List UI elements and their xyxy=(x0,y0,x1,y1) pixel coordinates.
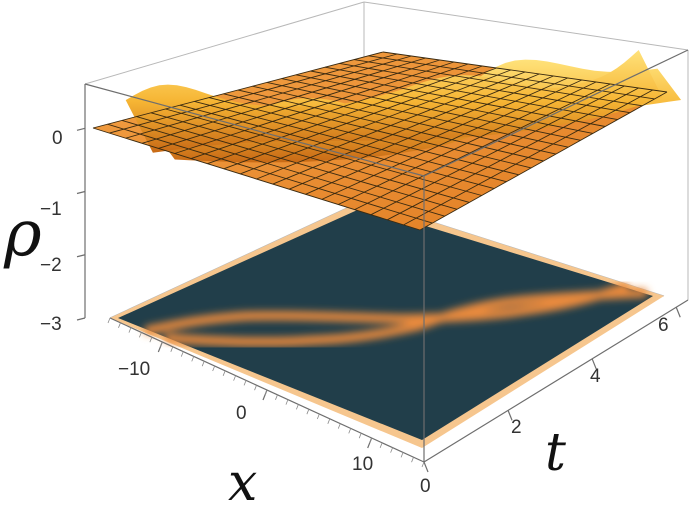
density-trace xyxy=(143,282,629,335)
x-minor-tick xyxy=(306,409,310,415)
x-minor-tick xyxy=(118,322,121,328)
x-minor-tick xyxy=(128,327,132,333)
t-tick-0: 0 xyxy=(420,476,431,497)
x-minor-tick xyxy=(337,423,341,429)
x-minor-tick xyxy=(107,317,111,324)
mesh-line-x xyxy=(403,89,654,226)
t-axis-label: t xyxy=(545,423,566,483)
x-minor-tick xyxy=(159,341,163,348)
mesh-line-t xyxy=(252,85,556,155)
mesh-line-t xyxy=(266,81,569,148)
x-tick-labels: −10 0 10 xyxy=(118,359,373,475)
rho-tick-mark xyxy=(76,190,86,195)
rho-tick-mark xyxy=(76,317,86,321)
mesh-line-x xyxy=(419,91,668,231)
x-minor-tick xyxy=(327,418,331,424)
rho-tick-minus1: −1 xyxy=(40,199,62,220)
mesh-line-t xyxy=(353,59,643,107)
t-tick-labels: 0 2 4 6 xyxy=(420,315,669,497)
rho-tick-mark xyxy=(76,127,86,131)
x-minor-tick xyxy=(369,437,373,444)
t-tick-mark xyxy=(591,358,597,370)
x-minor-tick xyxy=(149,337,153,343)
x-minor-tick xyxy=(285,399,289,405)
x-axis-label: x xyxy=(228,453,257,513)
density-floor xyxy=(110,200,664,448)
x-minor-tick xyxy=(191,356,195,362)
x-minor-tick xyxy=(411,457,414,463)
mesh-line-t xyxy=(237,89,544,162)
x-minor-tick xyxy=(139,332,142,338)
x-tick-minus10: −10 xyxy=(118,359,150,380)
x-minor-tick xyxy=(243,380,247,386)
mesh-line-x xyxy=(321,79,582,200)
x-minor-tick xyxy=(390,447,393,453)
x-minor-tick xyxy=(316,413,320,420)
surface xyxy=(92,50,682,231)
mesh-line-x xyxy=(305,77,568,195)
mesh-line-t xyxy=(368,55,655,100)
x-tick-10: 10 xyxy=(352,454,373,475)
x-minor-tick xyxy=(421,461,425,468)
x-minor-tick xyxy=(400,452,404,458)
mesh-line-x xyxy=(338,81,597,205)
axis-ticks xyxy=(76,127,681,473)
x-minor-tick xyxy=(358,433,362,439)
x-minor-tick xyxy=(379,442,383,448)
mesh-line-x xyxy=(289,75,554,190)
mesh-line-x xyxy=(370,85,625,216)
rho-tick-0: 0 xyxy=(52,128,63,149)
mesh-line-t xyxy=(382,51,668,93)
surface-mesh xyxy=(92,51,668,231)
x-minor-tick xyxy=(296,404,299,410)
t-tick-mark xyxy=(423,461,429,473)
mesh-line-t xyxy=(295,74,593,134)
x-minor-tick xyxy=(201,361,205,367)
t-tick-6: 6 xyxy=(658,315,669,336)
x-minor-tick xyxy=(212,365,216,372)
rho-tick-minus3: −3 xyxy=(40,314,62,335)
mesh-line-x xyxy=(354,83,611,211)
mesh-line-t xyxy=(310,70,606,127)
x-minor-tick xyxy=(264,389,268,396)
mesh-line-x xyxy=(272,73,540,185)
density-trace xyxy=(164,288,648,347)
t-tick-4: 4 xyxy=(590,366,601,387)
soliton-ridge xyxy=(125,50,663,153)
t-tick-2: 2 xyxy=(511,417,522,438)
x-minor-tick xyxy=(233,375,236,381)
x-minor-tick xyxy=(222,370,226,376)
floor-background xyxy=(118,207,653,440)
rho-tick-labels: 0 −1 −2 −3 xyxy=(40,128,63,335)
x-minor-tick xyxy=(275,394,278,400)
mesh-line-t xyxy=(339,62,631,114)
x-minor-tick xyxy=(348,428,352,434)
rho-tick-minus2: −2 xyxy=(40,255,62,276)
mesh-line-t xyxy=(281,78,581,141)
t-tick-mark xyxy=(675,307,681,318)
x-minor-tick xyxy=(170,346,174,352)
x-minor-tick xyxy=(254,385,257,391)
x-minor-tick xyxy=(180,351,184,357)
mesh-line-t xyxy=(324,66,618,121)
rho-axis-label: ρ xyxy=(3,197,42,271)
x-tick-0: 0 xyxy=(236,403,247,424)
t-tick-mark xyxy=(507,410,513,421)
density-traces xyxy=(143,282,648,347)
rho-tick-mark xyxy=(76,254,86,258)
mesh-line-x xyxy=(387,87,639,221)
